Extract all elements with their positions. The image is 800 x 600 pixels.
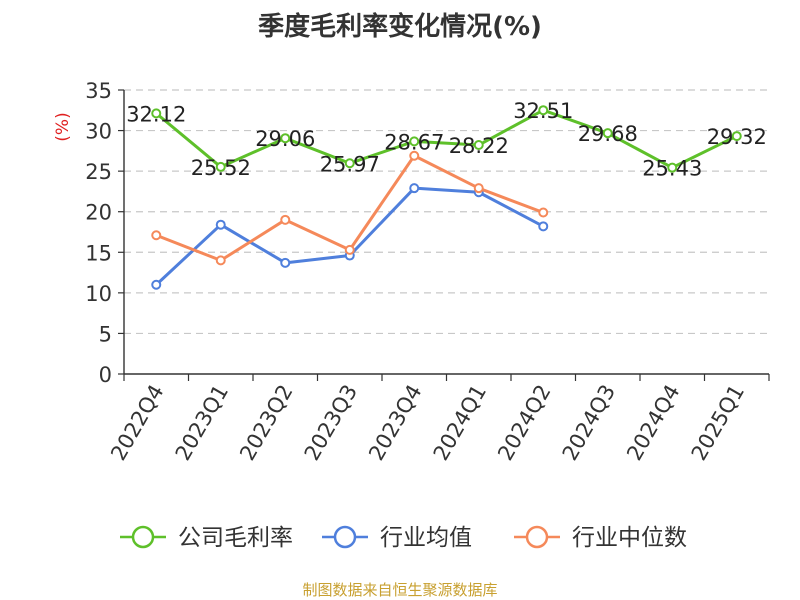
- series-line: [155, 186, 544, 286]
- legend-marker: [525, 525, 549, 549]
- data-label: 25.97: [320, 152, 380, 176]
- x-tick-label: 2024Q1: [429, 381, 491, 465]
- y-axis-label: (%): [53, 112, 73, 141]
- data-point: [280, 214, 291, 225]
- grid-lines: [124, 89, 769, 335]
- y-tick-label: 25: [85, 160, 112, 184]
- data-point: [344, 244, 355, 255]
- data-point: [215, 219, 226, 230]
- data-label: 25.43: [642, 157, 702, 181]
- data-point: [344, 158, 355, 169]
- data-point: [280, 257, 291, 268]
- data-label: 29.68: [578, 122, 638, 146]
- y-tick-label: 5: [99, 322, 112, 346]
- series-line: [155, 108, 738, 170]
- data-point: [151, 279, 162, 290]
- data-point: [473, 183, 484, 194]
- x-tick-label: 2024Q4: [622, 381, 684, 465]
- data-label: 28.22: [449, 134, 509, 158]
- x-tick-label: 2024Q3: [558, 381, 620, 465]
- data-point: [215, 161, 226, 172]
- y-tick-label: 35: [85, 79, 112, 103]
- x-tick-label: 2023Q3: [300, 381, 362, 465]
- data-label: 25.52: [191, 156, 251, 180]
- data-point: [538, 207, 549, 218]
- x-tick-label: 2023Q4: [364, 381, 426, 465]
- data-label: 32.12: [126, 102, 186, 126]
- source-note: 制图数据来自恒生聚源数据库: [302, 581, 498, 599]
- x-tick-label: 2023Q2: [235, 381, 297, 465]
- data-point: [409, 183, 420, 194]
- data-point: [215, 255, 226, 266]
- data-point: [602, 128, 613, 139]
- data-label: 29.06: [255, 127, 315, 151]
- y-tick-label: 15: [85, 241, 112, 265]
- y-tick-label: 10: [85, 282, 112, 306]
- x-tick-label: 2022Q4: [106, 381, 168, 465]
- data-point: [731, 131, 742, 142]
- data-label: 29.32: [707, 125, 767, 149]
- y-tick-label: 0: [99, 363, 112, 387]
- x-tick-label: 2024Q2: [493, 381, 555, 465]
- data-point: [473, 140, 484, 151]
- data-point: [409, 136, 420, 147]
- data-label: 32.51: [513, 99, 573, 123]
- series-lines: [151, 105, 742, 290]
- chart-title: 季度毛利率变化情况(%): [258, 12, 542, 42]
- data-point: [538, 105, 549, 116]
- data-point: [538, 221, 549, 232]
- legend-label: 行业中位数: [572, 525, 687, 551]
- x-tick-label: 2025Q1: [687, 381, 749, 465]
- data-point: [151, 230, 162, 241]
- legend-label: 行业均值: [380, 525, 472, 551]
- data-point: [409, 150, 420, 161]
- data-point: [151, 108, 162, 119]
- data-label: 28.67: [384, 130, 444, 154]
- legend: 公司毛利率 行业均值 行业中位数: [120, 525, 687, 551]
- y-tick-label: 20: [85, 201, 112, 225]
- data-point: [667, 162, 678, 173]
- data-point: [280, 133, 291, 144]
- legend-label: 公司毛利率: [178, 525, 293, 551]
- x-tick-label: 2023Q1: [171, 381, 233, 465]
- legend-marker: [131, 525, 155, 549]
- y-tick-label: 30: [85, 120, 112, 144]
- legend-marker: [333, 525, 357, 549]
